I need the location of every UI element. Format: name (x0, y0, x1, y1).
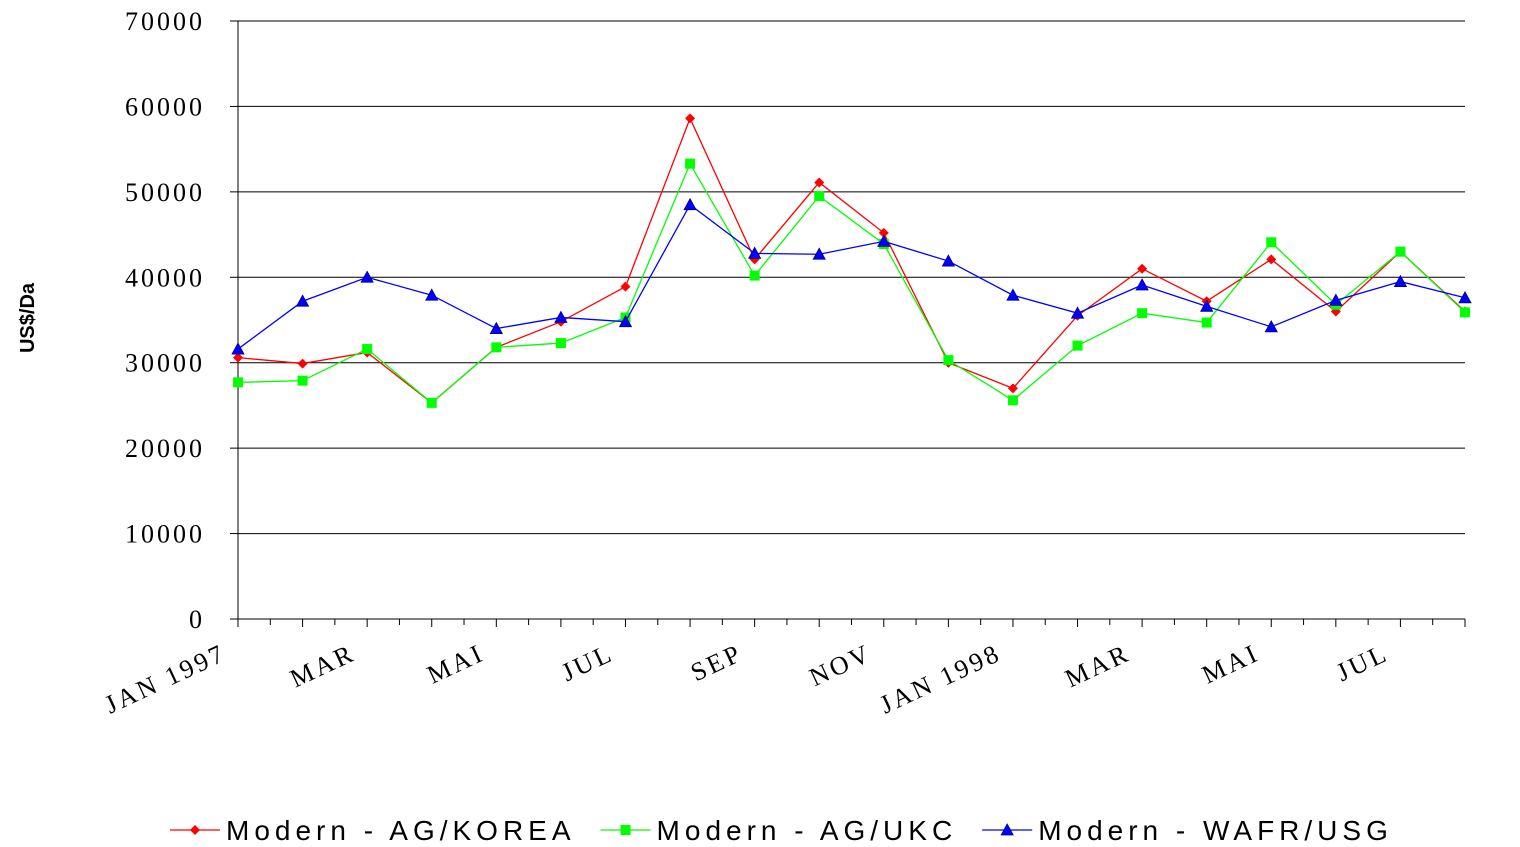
legend-label: Modern - WAFR/USG (1038, 815, 1393, 846)
marker (1007, 395, 1018, 406)
marker (749, 270, 760, 281)
marker (295, 294, 310, 307)
marker (190, 825, 200, 835)
marker (555, 338, 566, 349)
legend-label: Modern - AG/UKC (657, 815, 958, 846)
marker (685, 113, 696, 124)
x-tick-label: JAN 1998 (875, 638, 1005, 719)
y-tick-label: 0 (189, 605, 205, 634)
marker (685, 158, 696, 169)
marker (1460, 307, 1470, 318)
x-tick-label: NOV (805, 638, 876, 692)
series-line (237, 162, 1466, 404)
x-tick-label: MAR (286, 638, 360, 693)
marker (814, 191, 825, 202)
marker (297, 375, 308, 386)
marker (360, 270, 374, 283)
y-tick-label: 40000 (125, 263, 205, 292)
x-tick-label: JUL (1332, 638, 1393, 687)
marker (425, 288, 439, 301)
x-tick-label: MAR (1061, 638, 1135, 693)
marker (1201, 317, 1212, 328)
marker (1393, 274, 1408, 287)
marker (1266, 237, 1277, 248)
x-tick-label: JUL (557, 638, 618, 687)
x-tick-label: JAN 1997 (100, 638, 230, 719)
marker (233, 377, 243, 388)
series-line (237, 116, 1466, 404)
y-axis-label: US$/Da (17, 282, 39, 353)
marker (426, 397, 437, 408)
marker (554, 310, 568, 323)
marker (1006, 288, 1020, 301)
marker (491, 342, 502, 353)
marker (1264, 319, 1278, 333)
marker (878, 227, 889, 238)
y-tick-label: 60000 (125, 92, 205, 121)
x-tick-label: MAI (423, 638, 489, 689)
marker (1266, 254, 1277, 265)
marker (943, 355, 954, 366)
marker (233, 352, 243, 363)
marker (1200, 299, 1214, 312)
marker (297, 358, 308, 369)
y-tick-label: 30000 (125, 349, 205, 378)
marker (1137, 263, 1148, 274)
legend-label: Modern - AG/KOREA (226, 815, 576, 846)
marker (620, 825, 631, 835)
marker (620, 281, 631, 292)
x-tick-label: SEP (686, 638, 747, 687)
y-tick-label: 10000 (125, 520, 205, 549)
marker (489, 321, 503, 334)
x-tick-label: MAI (1198, 638, 1264, 689)
marker (1070, 306, 1085, 319)
marker (814, 177, 825, 188)
marker (362, 344, 373, 355)
marker (1395, 246, 1406, 257)
marker (941, 254, 956, 267)
marker (231, 342, 245, 355)
marker (877, 234, 891, 247)
marker (1137, 308, 1148, 319)
y-tick-label: 70000 (125, 7, 205, 36)
y-tick-label: 50000 (125, 178, 205, 207)
marker (812, 247, 826, 260)
marker (1000, 823, 1014, 836)
marker (618, 314, 633, 328)
marker (1007, 383, 1018, 394)
marker (749, 254, 760, 265)
marker (1135, 278, 1149, 291)
y-tick-label: 20000 (125, 434, 205, 463)
marker (683, 197, 697, 211)
marker (747, 246, 762, 259)
marker (1329, 293, 1343, 306)
marker (1072, 340, 1083, 351)
marker (1458, 290, 1472, 304)
series-line (237, 203, 1466, 350)
